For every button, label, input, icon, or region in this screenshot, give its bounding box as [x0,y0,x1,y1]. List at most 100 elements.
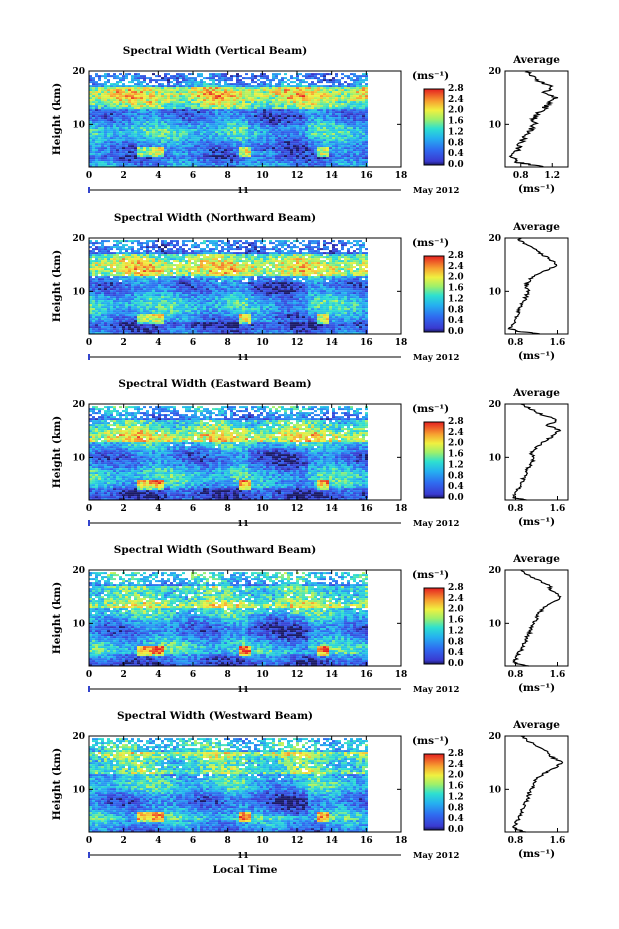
colorbar-tick-label: 2.8 [448,749,464,759]
average-y-tick-label: 20 [488,732,501,742]
x-tick-label: 6 [190,338,196,348]
x-tick-label: 2 [121,338,127,348]
plot-frame [88,70,402,168]
x-tick-label: 14 [325,670,338,680]
date-day-label: 11 [237,186,249,196]
x-tick-label: 14 [325,504,338,514]
colorbar-tick-label: 2.4 [448,95,464,105]
average-x-label: (ms⁻¹) [518,516,555,528]
colorbar-tick-label: 0.4 [448,648,464,658]
average-title: Average [512,719,560,731]
average-profile: Average 0.8 1.6 10 20 (ms⁻¹) [488,221,569,362]
y-tick-label: 10 [72,785,85,795]
plot-frame [88,735,402,833]
plot-frame [88,237,402,335]
colorbar [423,88,445,166]
panel-5: Spectral Width (Westward Beam) 0 2 4 6 8 10 12 1… [51,710,569,876]
average-y-tick-label: 10 [488,120,501,130]
x-tick-label: 16 [360,338,373,348]
colorbar-tick-label: 1.6 [448,450,464,460]
average-x-tick-label: 0.8 [508,338,524,348]
date-month-label: May 2012 [413,685,460,695]
date-day-label: 11 [237,519,249,529]
colorbar-tick-label: 0.0 [448,160,464,170]
x-tick-label: 14 [325,338,338,348]
x-tick-label: 10 [256,504,269,514]
average-frame [504,569,569,667]
average-title: Average [512,54,560,66]
colorbar-tick-label: 0.0 [448,825,464,835]
average-frame [504,403,569,501]
x-tick-label: 8 [225,338,231,348]
x-tick-label: 16 [360,670,373,680]
y-tick-label: 20 [72,400,85,410]
panel-2: Spectral Width (Northward Beam) 0 2 4 6 8 10 12… [51,212,569,363]
colorbar-tick-label: 1.2 [448,460,464,470]
x-tick-label: 18 [395,504,408,514]
average-profile: Average 0.8 1.2 10 20 (ms⁻¹) [488,54,569,195]
colorbar-tick-label: 2.4 [448,262,464,272]
x-tick-label: 18 [395,171,408,181]
average-x-label: (ms⁻¹) [518,682,555,694]
panel-title: Spectral Width (Eastward Beam) [118,378,311,390]
x-tick-label: 10 [256,836,269,846]
heatmap-cells [89,738,368,833]
x-tick-label: 10 [256,670,269,680]
heatmap-cells [89,240,368,335]
colorbar-tick-label: 1.6 [448,782,464,792]
colorbar-tick-label: 0.4 [448,814,464,824]
average-y-tick-label: 20 [488,234,501,244]
panel-3: Spectral Width (Eastward Beam) 0 2 4 6 8 10 12 1… [51,378,569,529]
panel-title: Spectral Width (Southward Beam) [114,544,316,556]
date-month-label: May 2012 [413,851,460,861]
date-month-label: May 2012 [413,519,460,529]
colorbar-tick-label: 0.8 [448,138,464,148]
average-x-tick-label: 0.8 [508,504,524,514]
x-tick-label: 8 [225,836,231,846]
x-tick-label: 6 [190,171,196,181]
average-y-tick-label: 20 [488,400,501,410]
x-axis-label: Local Time [213,864,278,876]
x-tick-label: 12 [291,338,304,348]
colorbar-unit: (ms⁻¹) [412,735,449,747]
average-x-label: (ms⁻¹) [518,183,555,195]
colorbar-tick-label: 0.0 [448,493,464,503]
colorbar-unit: (ms⁻¹) [412,70,449,82]
average-x-label: (ms⁻¹) [518,350,555,362]
x-tick-label: 8 [225,670,231,680]
x-tick-label: 0 [86,338,92,348]
x-tick-label: 8 [225,504,231,514]
heatmap-cells [89,406,368,501]
x-tick-label: 16 [360,504,373,514]
colorbar-tick-label: 2.8 [448,417,464,427]
panel-4: Spectral Width (Southward Beam) 0 2 4 6 8 10 12… [51,544,569,695]
average-x-tick-label: 1.2 [544,171,560,181]
panel-title: Spectral Width (Vertical Beam) [123,45,307,57]
average-x-tick-label: 1.6 [550,836,566,846]
colorbar-tick-label: 1.2 [448,127,464,137]
x-tick-label: 4 [155,836,161,846]
colorbar-tick-label: 0.4 [448,316,464,326]
colorbar [423,753,445,831]
x-tick-label: 6 [190,504,196,514]
average-x-tick-label: 1.6 [550,338,566,348]
colorbar-tick-label: 1.6 [448,616,464,626]
average-profile: Average 0.8 1.6 10 20 (ms⁻¹) [488,387,569,528]
panel-title: Spectral Width (Westward Beam) [117,710,313,722]
average-x-tick-label: 0.8 [513,171,529,181]
average-line [508,70,559,168]
x-tick-label: 8 [225,171,231,181]
y-tick-label: 10 [72,619,85,629]
colorbar-tick-label: 0.0 [448,659,464,669]
colorbar-tick-label: 1.2 [448,792,464,802]
colorbar-tick-label: 0.0 [448,327,464,337]
average-frame [504,70,569,168]
colorbar-tick-label: 0.8 [448,471,464,481]
x-tick-label: 12 [291,504,304,514]
average-x-tick-label: 1.6 [550,504,566,514]
average-y-tick-label: 10 [488,453,501,463]
average-frame [504,735,569,833]
colorbar-tick-label: 2.8 [448,84,464,94]
x-tick-label: 18 [395,836,408,846]
